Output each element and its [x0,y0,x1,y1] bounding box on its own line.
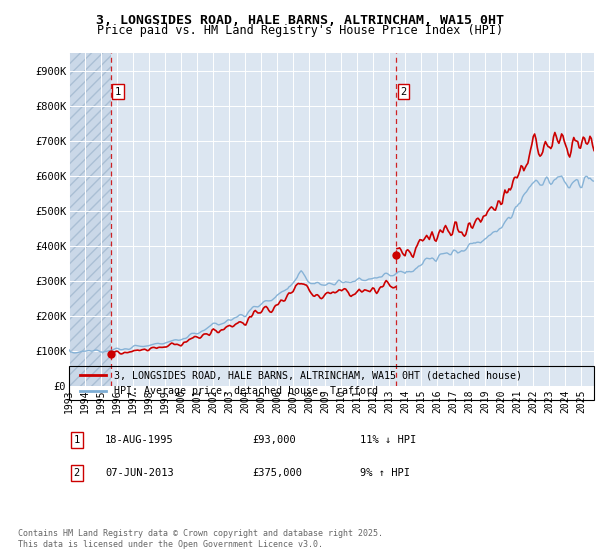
Text: £93,000: £93,000 [252,435,296,445]
Text: HPI: Average price, detached house, Trafford: HPI: Average price, detached house, Traf… [113,386,377,396]
Text: 07-JUN-2013: 07-JUN-2013 [105,468,174,478]
Text: Price paid vs. HM Land Registry's House Price Index (HPI): Price paid vs. HM Land Registry's House … [97,24,503,37]
Text: 1: 1 [74,435,80,445]
Text: Contains HM Land Registry data © Crown copyright and database right 2025.
This d: Contains HM Land Registry data © Crown c… [18,529,383,549]
Polygon shape [69,53,111,386]
Text: 11% ↓ HPI: 11% ↓ HPI [360,435,416,445]
Text: 1: 1 [115,87,121,97]
Text: 3, LONGSIDES ROAD, HALE BARNS, ALTRINCHAM, WA15 0HT (detached house): 3, LONGSIDES ROAD, HALE BARNS, ALTRINCHA… [113,370,521,380]
Text: 2: 2 [400,87,406,97]
Text: 3, LONGSIDES ROAD, HALE BARNS, ALTRINCHAM, WA15 0HT: 3, LONGSIDES ROAD, HALE BARNS, ALTRINCHA… [96,14,504,27]
Text: 2: 2 [74,468,80,478]
Text: 18-AUG-1995: 18-AUG-1995 [105,435,174,445]
Text: 9% ↑ HPI: 9% ↑ HPI [360,468,410,478]
Text: £375,000: £375,000 [252,468,302,478]
